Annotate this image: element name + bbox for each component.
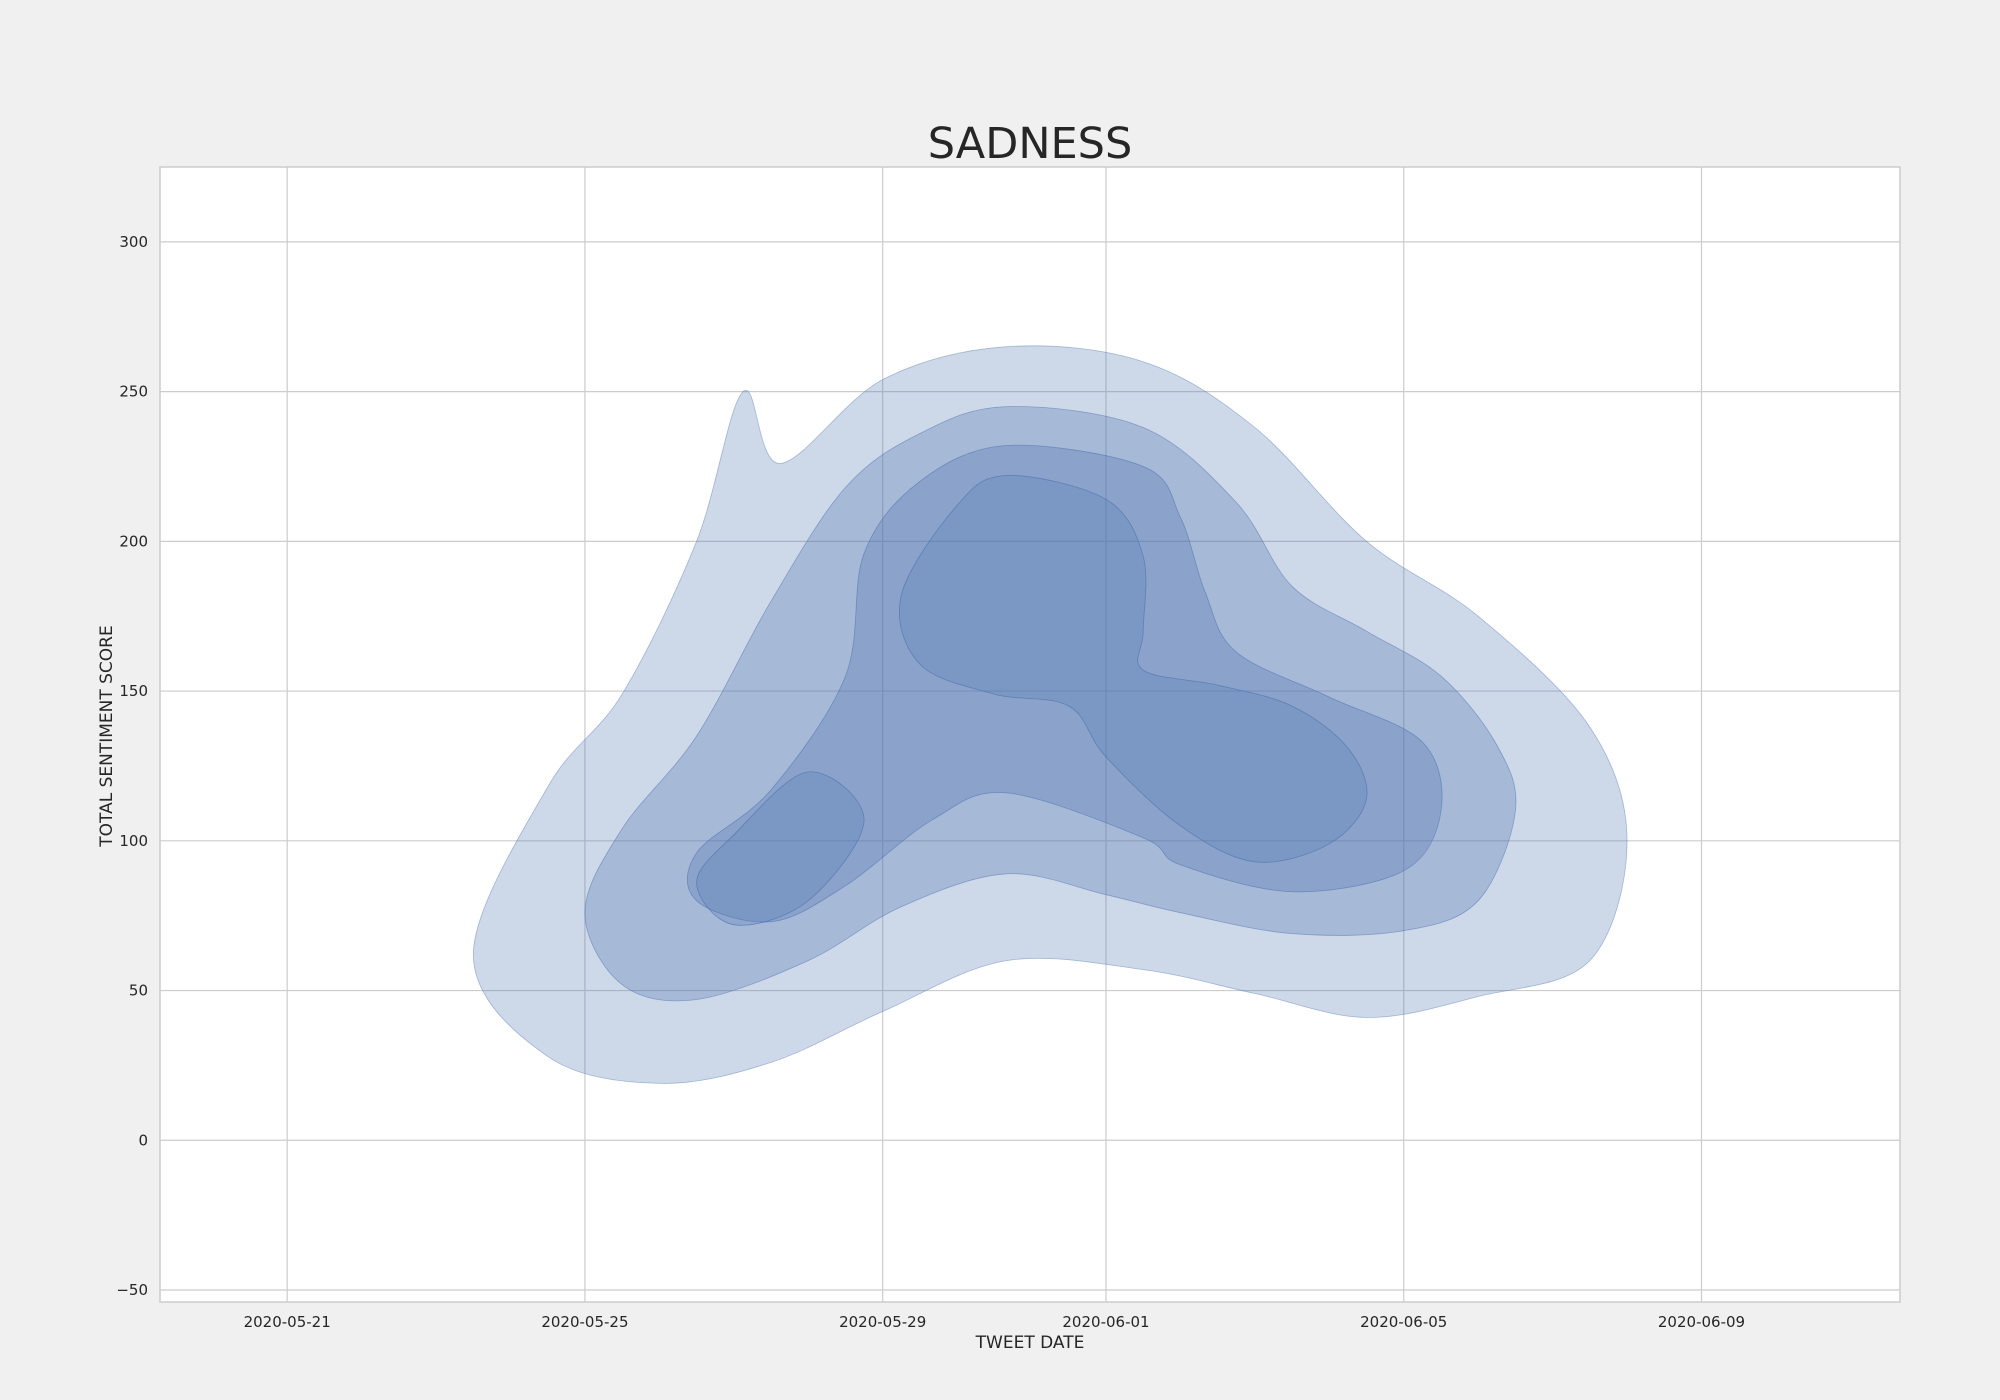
x-tick-label: 2020-06-01	[1062, 1313, 1149, 1331]
y-axis-ticks: −50 0 50 100 150 200 250 300	[116, 233, 148, 1299]
kde-contour-level-1	[472, 345, 1628, 1084]
x-axis-label: TWEET DATE	[975, 1333, 1085, 1353]
x-tick-label: 2020-06-09	[1658, 1313, 1745, 1331]
grid-lines	[160, 167, 1900, 1302]
kde-contour-level-2	[584, 406, 1517, 1002]
x-tick-label: 2020-05-29	[839, 1313, 926, 1331]
y-axis-label: TOTAL SENTIMENT SCORE	[97, 625, 117, 848]
x-tick-label: 2020-06-05	[1360, 1313, 1447, 1331]
y-tick-label: 150	[119, 682, 148, 700]
kde-contour-level-3	[686, 444, 1443, 923]
plot-area	[159, 166, 1901, 1303]
kde-contours	[472, 345, 1628, 1084]
kde-contour-level-4	[696, 771, 865, 926]
y-tick-label: −50	[116, 1281, 148, 1299]
x-axis-ticks: 2020-05-21 2020-05-25 2020-05-29 2020-06-01…	[244, 1313, 1746, 1331]
y-tick-label: 300	[119, 233, 148, 251]
y-tick-label: 0	[138, 1131, 148, 1149]
x-tick-label: 2020-05-21	[244, 1313, 331, 1331]
kde-contour-level-4	[898, 475, 1368, 863]
chart-title: SADNESS	[928, 119, 1133, 169]
y-tick-label: 200	[119, 532, 148, 550]
x-tick-label: 2020-05-25	[541, 1313, 628, 1331]
y-tick-label: 50	[129, 982, 148, 1000]
y-tick-label: 100	[119, 832, 148, 850]
y-tick-label: 250	[119, 383, 148, 401]
